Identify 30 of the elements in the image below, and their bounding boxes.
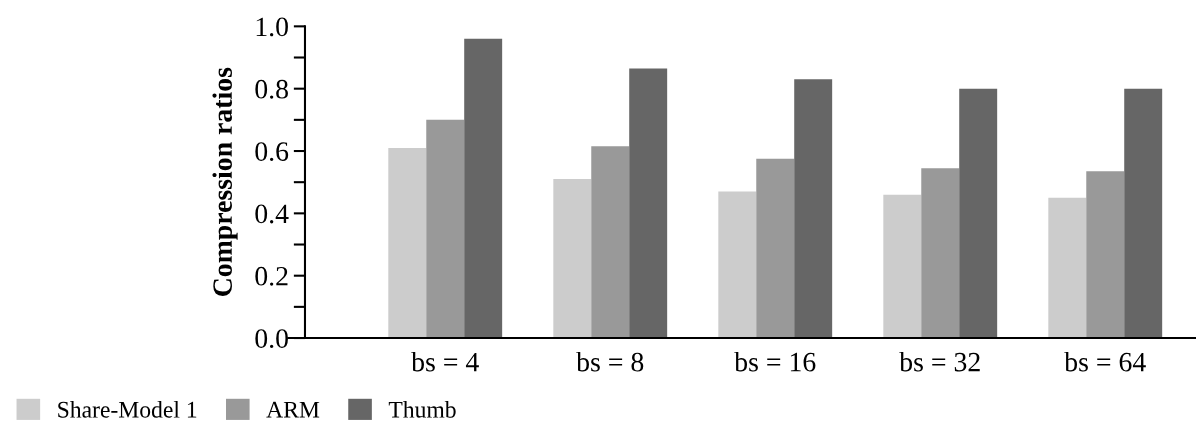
y-axis-title: Compression ratios bbox=[212, 67, 238, 296]
x-tick-label: bs = 32 bbox=[899, 351, 980, 372]
bar bbox=[553, 179, 592, 339]
x-tick-label: bs = 8 bbox=[576, 351, 644, 372]
bar bbox=[794, 79, 833, 339]
bar bbox=[464, 38, 503, 339]
legend-label: Share-Model 1 bbox=[58, 401, 197, 418]
bar bbox=[1048, 197, 1087, 339]
y-tick-label: 0.0 bbox=[255, 329, 288, 349]
y-tick-label: 0.2 bbox=[255, 266, 288, 286]
bar bbox=[629, 68, 668, 339]
bar bbox=[959, 88, 998, 339]
y-tick-label: 0.6 bbox=[255, 142, 289, 162]
bar bbox=[1124, 88, 1163, 339]
legend-label: Thumb bbox=[388, 401, 456, 418]
bar bbox=[388, 147, 427, 339]
bar bbox=[718, 191, 757, 339]
bar bbox=[921, 168, 960, 339]
y-tick-label: 1.0 bbox=[256, 17, 288, 37]
bar bbox=[883, 194, 922, 339]
bar bbox=[426, 119, 465, 339]
y-tick-label: 0.8 bbox=[255, 79, 288, 99]
x-tick-label: bs = 4 bbox=[411, 351, 479, 372]
bar bbox=[591, 146, 630, 339]
bar bbox=[756, 158, 795, 339]
bar bbox=[1086, 171, 1125, 339]
x-tick-label: bs = 16 bbox=[734, 351, 816, 372]
y-tick-label: 0.4 bbox=[255, 204, 289, 224]
legend-label: ARM bbox=[266, 401, 320, 418]
x-tick-label: bs = 64 bbox=[1064, 351, 1146, 372]
